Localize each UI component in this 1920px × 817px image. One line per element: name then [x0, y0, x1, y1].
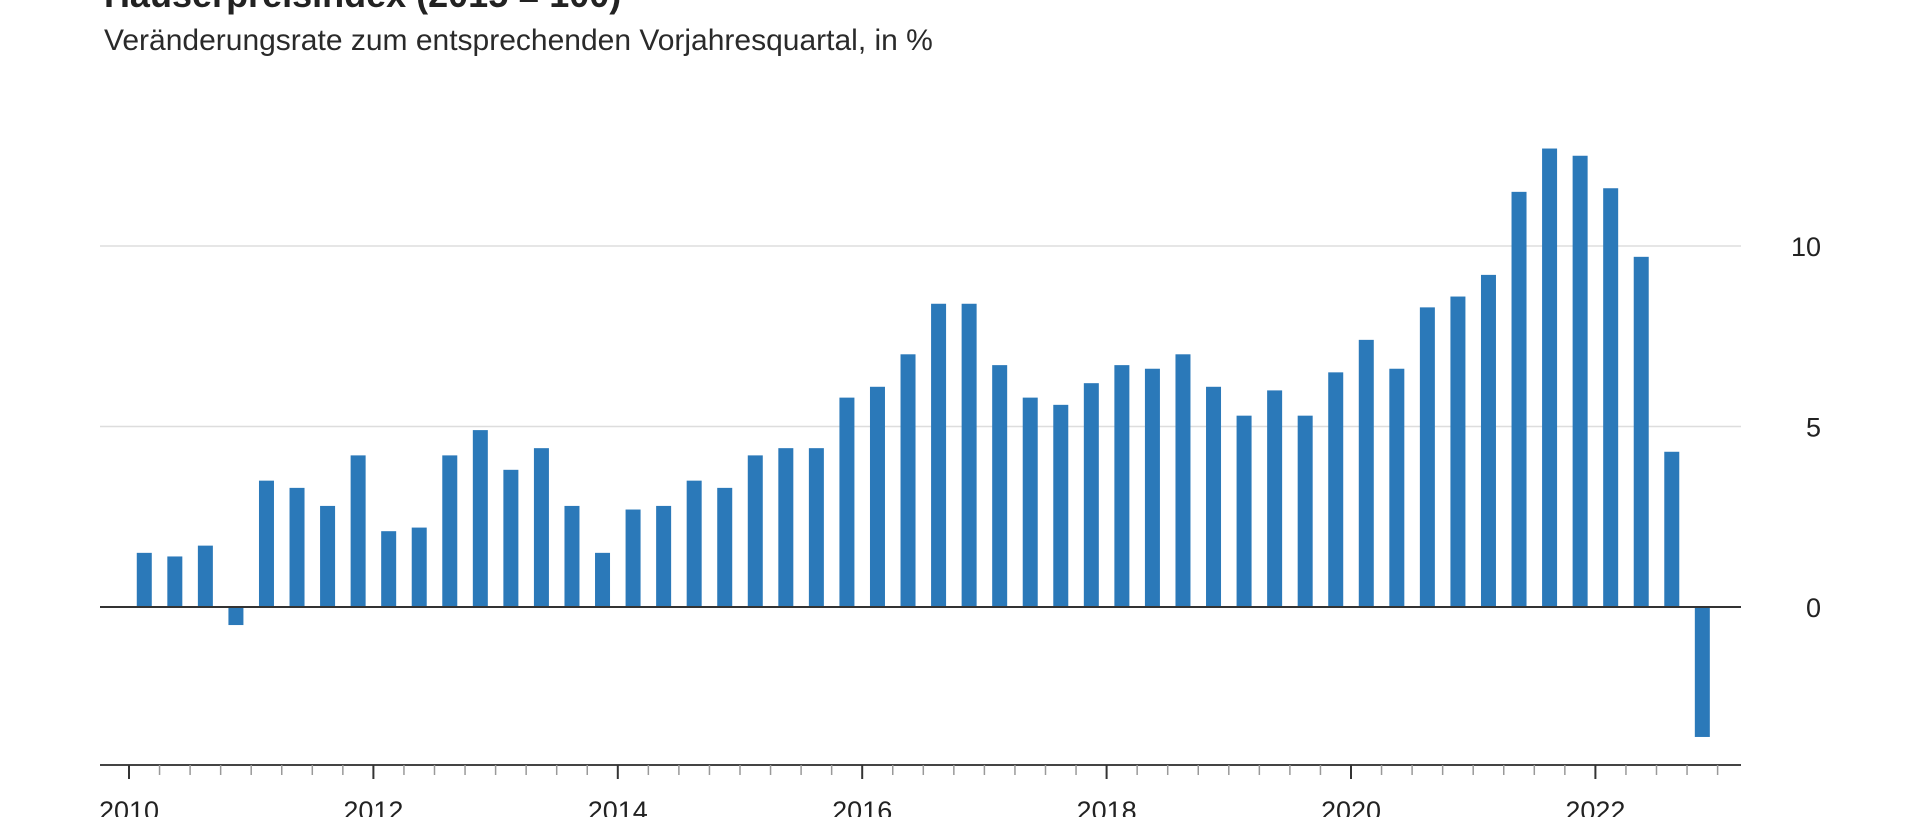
bar-2020-Q3: 2020-Q3: 8.3 — [1419, 307, 1435, 607]
bars: 2010-Q1: 1.5 2010-Q2: 1.4 2010-Q3: 1.7 2010… — [136, 148, 1710, 737]
bar-2016-Q1: 2016-Q1: 6.1 — [869, 386, 885, 607]
bar-2021-Q1: 2021-Q1: 9.2 — [1480, 274, 1496, 607]
gridlines — [100, 245, 1741, 428]
bar-2016-Q4: 2016-Q4: 8.4 — [961, 303, 977, 607]
bar-2018-Q1: 2018-Q1: 6.7 — [1114, 365, 1130, 607]
bar-2017-Q2: 2017-Q2: 5.8 — [1022, 397, 1038, 607]
bar-2022-Q2: 2022-Q2: 9.7 — [1633, 256, 1649, 607]
bar-2013-Q3: 2013-Q3: 2.8 — [564, 505, 580, 607]
bar-2018-Q3: 2018-Q3: 7 — [1175, 354, 1191, 607]
bar-2014-Q3: 2014-Q3: 3.5 — [686, 480, 702, 607]
bar-2017-Q3: 2017-Q3: 5.6 — [1053, 404, 1069, 607]
bar-2015-Q4: 2015-Q4: 5.8 — [839, 397, 855, 607]
x-tick-label: 2014 — [588, 796, 648, 817]
bar-2015-Q2: 2015-Q2: 4.4 — [778, 448, 794, 607]
bar-2019-Q2: 2019-Q2: 6 — [1267, 390, 1283, 607]
y-tick-label: 10 — [1791, 232, 1821, 262]
bar-2015-Q3: 2015-Q3: 4.4 — [808, 448, 824, 607]
bar-2014-Q4: 2014-Q4: 3.3 — [717, 487, 733, 607]
bar-2010-Q1: 2010-Q1: 1.5 — [136, 552, 152, 607]
bar-2018-Q4: 2018-Q4: 6.1 — [1206, 386, 1222, 607]
bar-2018-Q2: 2018-Q2: 6.6 — [1144, 368, 1160, 607]
bar-2013-Q4: 2013-Q4: 1.5 — [595, 552, 611, 607]
bar-2012-Q4: 2012-Q4: 4.9 — [472, 430, 488, 607]
bar-2013-Q1: 2013-Q1: 3.8 — [503, 469, 519, 607]
bar-2016-Q2: 2016-Q2: 7 — [900, 354, 916, 607]
bar-2022-Q3: 2022-Q3: 4.3 — [1664, 451, 1680, 607]
x-tick-label: 2022 — [1565, 796, 1625, 817]
bar-2021-Q2: 2021-Q2: 11.5 — [1511, 191, 1527, 607]
bar-2014-Q1: 2014-Q1: 2.7 — [625, 509, 641, 607]
bar-2010-Q4: 2010-Q4: -0.5 — [228, 607, 244, 626]
bar-2016-Q3: 2016-Q3: 8.4 — [931, 303, 947, 607]
bar-2014-Q2: 2014-Q2: 2.8 — [656, 505, 672, 607]
bar-2019-Q3: 2019-Q3: 5.3 — [1297, 415, 1313, 607]
y-tick-label: 0 — [1806, 593, 1821, 623]
bar-2015-Q1: 2015-Q1: 4.2 — [747, 455, 763, 607]
y-axis-labels: 0 5 10 — [1791, 232, 1821, 623]
chart-subtitle: Veränderungsrate zum entsprechenden Vorj… — [104, 24, 933, 57]
bar-2020-Q1: 2020-Q1: 7.4 — [1358, 339, 1374, 607]
bar-2012-Q1: 2012-Q1: 2.1 — [381, 531, 397, 607]
x-tick-label: 2012 — [343, 796, 403, 817]
chart-title: Häuserpreisindex (2015 = 100) — [104, 0, 621, 16]
x-tick-label: 2018 — [1077, 796, 1137, 817]
bar-2011-Q1: 2011-Q1: 3.5 — [258, 480, 274, 607]
x-axis-labels: 2010 2012 2014 2016 2018 2020 2022 — [99, 796, 1625, 817]
bar-2017-Q4: 2017-Q4: 6.2 — [1083, 383, 1099, 607]
x-tick-label: 2020 — [1321, 796, 1381, 817]
bar-2010-Q3: 2010-Q3: 1.7 — [197, 545, 213, 607]
x-axis — [100, 606, 1741, 779]
bar-2020-Q2: 2020-Q2: 6.6 — [1389, 368, 1405, 607]
bar-2011-Q4: 2011-Q4: 4.2 — [350, 455, 366, 607]
bar-2011-Q2: 2011-Q2: 3.3 — [289, 487, 305, 607]
bar-2019-Q1: 2019-Q1: 5.3 — [1236, 415, 1252, 607]
bar-2017-Q1: 2017-Q1: 6.7 — [992, 365, 1008, 607]
bar-2013-Q2: 2013-Q2: 4.4 — [533, 448, 549, 607]
bar-2012-Q2: 2012-Q2: 2.2 — [411, 527, 427, 607]
x-tick-label: 2016 — [832, 796, 892, 817]
y-tick-label: 5 — [1806, 413, 1821, 443]
bar-2010-Q2: 2010-Q2: 1.4 — [167, 556, 183, 607]
bar-2021-Q4: 2021-Q4: 12.5 — [1572, 155, 1588, 607]
bar-2012-Q3: 2012-Q3: 4.2 — [442, 455, 458, 607]
bar-2020-Q4: 2020-Q4: 8.6 — [1450, 296, 1466, 607]
bar-2019-Q4: 2019-Q4: 6.5 — [1328, 372, 1344, 607]
x-tick-label: 2010 — [99, 796, 159, 817]
bar-2022-Q1: 2022-Q1: 11.6 — [1603, 188, 1619, 608]
bar-2021-Q3: 2021-Q3: 12.7 — [1542, 148, 1558, 607]
bar-2022-Q4: 2022-Q4: -3.6 — [1694, 607, 1710, 737]
bar-2011-Q3: 2011-Q3: 2.8 — [320, 505, 336, 607]
